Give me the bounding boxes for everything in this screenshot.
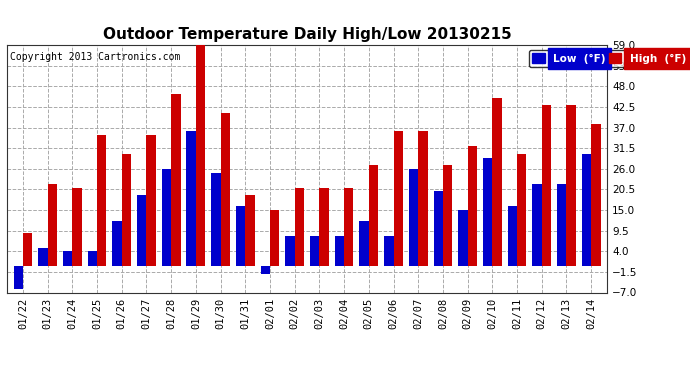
Bar bbox=[468, 146, 477, 266]
Bar bbox=[295, 188, 304, 266]
Bar bbox=[146, 135, 156, 266]
Bar bbox=[443, 165, 453, 266]
Bar bbox=[112, 221, 121, 266]
Bar bbox=[63, 251, 72, 266]
Bar bbox=[508, 206, 517, 266]
Bar bbox=[221, 112, 230, 266]
Bar bbox=[88, 251, 97, 266]
Bar bbox=[557, 184, 566, 266]
Bar bbox=[591, 124, 600, 266]
Bar bbox=[196, 45, 205, 266]
Bar bbox=[171, 94, 181, 266]
Bar bbox=[409, 169, 418, 266]
Bar bbox=[369, 165, 378, 266]
Bar bbox=[517, 154, 526, 266]
Bar bbox=[23, 232, 32, 266]
Bar bbox=[186, 131, 196, 266]
Bar bbox=[14, 266, 23, 289]
Bar bbox=[310, 236, 319, 266]
Bar bbox=[72, 188, 81, 266]
Bar bbox=[483, 158, 493, 266]
Bar bbox=[582, 154, 591, 266]
Bar bbox=[236, 206, 245, 266]
Text: Copyright 2013 Cartronics.com: Copyright 2013 Cartronics.com bbox=[10, 53, 180, 62]
Bar bbox=[48, 184, 57, 266]
Bar bbox=[245, 195, 255, 266]
Bar bbox=[344, 188, 353, 266]
Bar bbox=[121, 154, 131, 266]
Bar bbox=[335, 236, 344, 266]
Bar bbox=[418, 131, 428, 266]
Title: Outdoor Temperature Daily High/Low 20130215: Outdoor Temperature Daily High/Low 20130… bbox=[103, 27, 511, 42]
Bar bbox=[285, 236, 295, 266]
Bar bbox=[384, 236, 393, 266]
Bar bbox=[433, 191, 443, 266]
Bar bbox=[137, 195, 146, 266]
Bar bbox=[211, 172, 221, 266]
Bar bbox=[542, 105, 551, 266]
Bar bbox=[359, 221, 369, 266]
Bar bbox=[161, 169, 171, 266]
Bar bbox=[97, 135, 106, 266]
Legend: Low  (°F), High  (°F): Low (°F), High (°F) bbox=[529, 50, 689, 67]
Bar bbox=[38, 248, 48, 266]
Bar bbox=[533, 184, 542, 266]
Bar bbox=[270, 210, 279, 266]
Bar bbox=[566, 105, 576, 266]
Bar bbox=[393, 131, 403, 266]
Bar bbox=[458, 210, 468, 266]
Bar bbox=[493, 98, 502, 266]
Bar bbox=[319, 188, 329, 266]
Bar bbox=[261, 266, 270, 274]
